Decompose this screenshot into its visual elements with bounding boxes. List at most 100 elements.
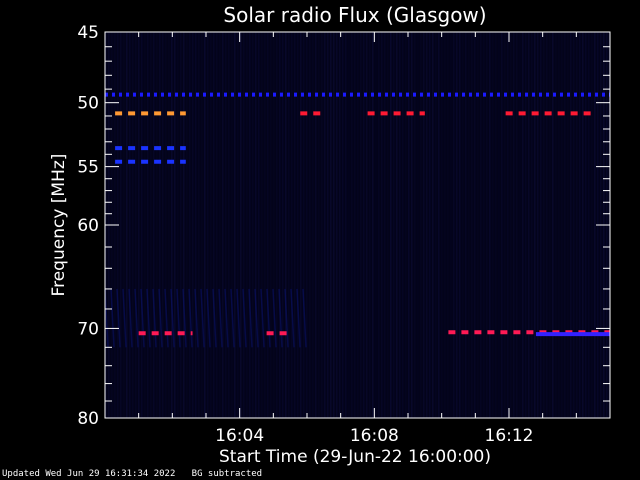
diffuse-emission-mark bbox=[260, 288, 265, 348]
noise-stripe bbox=[282, 32, 284, 418]
noise-stripe bbox=[345, 32, 347, 418]
noise-stripe bbox=[279, 32, 281, 418]
y-tick-label: 50 bbox=[77, 94, 99, 114]
noise-stripe bbox=[336, 32, 338, 418]
noise-stripe bbox=[129, 32, 131, 418]
noise-stripe bbox=[297, 32, 299, 418]
footer-updated: Updated Wed Jun 29 16:31:34 2022 bbox=[2, 469, 176, 479]
noise-stripe bbox=[363, 32, 365, 418]
noise-stripe bbox=[477, 32, 479, 418]
x-tick-label: 16:12 bbox=[485, 426, 534, 446]
x-axis-label: Start Time (29-Jun-22 16:00:00) bbox=[219, 447, 491, 467]
noise-stripe bbox=[267, 32, 269, 418]
noise-stripe bbox=[252, 32, 254, 418]
noise-stripe bbox=[426, 32, 428, 418]
y-axis-ticks: 45 50 55 60 70 80 bbox=[77, 23, 610, 429]
noise-stripe bbox=[492, 32, 494, 418]
noise-stripe bbox=[285, 32, 287, 418]
noise-stripe bbox=[144, 32, 146, 418]
noise-stripe bbox=[324, 32, 326, 418]
noise-stripe bbox=[393, 32, 395, 418]
noise-stripe bbox=[549, 32, 551, 418]
noise-stripe bbox=[357, 32, 359, 418]
noise-stripe bbox=[189, 32, 191, 418]
noise-stripe bbox=[561, 32, 563, 418]
noise-stripe bbox=[255, 32, 257, 418]
noise-stripe bbox=[432, 32, 434, 418]
diffuse-emission-mark bbox=[200, 288, 205, 348]
noise-stripe bbox=[519, 32, 521, 418]
footer-note: BG subtracted bbox=[191, 469, 263, 479]
noise-stripe bbox=[216, 32, 218, 418]
noise-stripe bbox=[456, 32, 458, 418]
noise-stripe bbox=[486, 32, 488, 418]
y-axis-label: Frequency [MHz] bbox=[49, 154, 69, 297]
noise-stripe bbox=[438, 32, 440, 418]
noise-stripe bbox=[141, 32, 143, 418]
noise-stripe bbox=[588, 32, 590, 418]
noise-stripe bbox=[381, 32, 383, 418]
diffuse-emission-mark bbox=[236, 288, 241, 348]
noise-stripe bbox=[366, 32, 368, 418]
noise-stripe bbox=[537, 32, 539, 418]
noise-stripe bbox=[342, 32, 344, 418]
noise-stripe bbox=[510, 32, 512, 418]
noise-stripe bbox=[261, 32, 263, 418]
diffuse-emission-mark bbox=[140, 288, 145, 348]
y-tick-label: 80 bbox=[77, 409, 99, 429]
noise-stripe bbox=[315, 32, 317, 418]
noise-stripe bbox=[471, 32, 473, 418]
diffuse-emission-mark bbox=[122, 288, 127, 348]
emission-bands bbox=[105, 92, 610, 337]
noise-stripe bbox=[453, 32, 455, 418]
noise-stripe bbox=[351, 32, 353, 418]
noise-stripe bbox=[360, 32, 362, 418]
noise-stripe bbox=[135, 32, 137, 418]
noise-stripe bbox=[441, 32, 443, 418]
diffuse-emission-mark bbox=[224, 288, 229, 348]
noise-stripe bbox=[153, 32, 155, 418]
diffuse-emission-mark bbox=[296, 288, 301, 348]
noise-stripe bbox=[450, 32, 452, 418]
noise-stripe bbox=[525, 32, 527, 418]
noise-stripe bbox=[123, 32, 125, 418]
noise-stripe bbox=[489, 32, 491, 418]
noise-stripe bbox=[534, 32, 536, 418]
noise-stripe bbox=[576, 32, 578, 418]
noise-stripe bbox=[210, 32, 212, 418]
noise-stripe bbox=[513, 32, 515, 418]
noise-stripe bbox=[171, 32, 173, 418]
x-tick-label: 16:08 bbox=[350, 426, 399, 446]
noise-stripe bbox=[243, 32, 245, 418]
noise-stripe bbox=[207, 32, 209, 418]
diffuse-emission-mark bbox=[176, 288, 181, 348]
noise-stripe bbox=[246, 32, 248, 418]
noise-stripe bbox=[258, 32, 260, 418]
noise-stripe bbox=[147, 32, 149, 418]
noise-stripe bbox=[372, 32, 374, 418]
diffuse-emission-mark bbox=[146, 288, 151, 348]
noise-stripe bbox=[591, 32, 593, 418]
noise-stripe bbox=[180, 32, 182, 418]
noise-stripe bbox=[375, 32, 377, 418]
diffuse-emission-mark bbox=[194, 288, 199, 348]
noise-stripe bbox=[201, 32, 203, 418]
noise-stripe bbox=[555, 32, 557, 418]
noise-stripe bbox=[423, 32, 425, 418]
noise-stripe bbox=[318, 32, 320, 418]
noise-stripe bbox=[408, 32, 410, 418]
noise-stripe bbox=[273, 32, 275, 418]
noise-stripe bbox=[405, 32, 407, 418]
noise-stripe bbox=[219, 32, 221, 418]
noise-stripe bbox=[225, 32, 227, 418]
noise-stripe bbox=[483, 32, 485, 418]
diffuse-emission-mark bbox=[134, 288, 139, 348]
noise-stripe bbox=[264, 32, 266, 418]
noise-stripe bbox=[474, 32, 476, 418]
noise-stripe bbox=[177, 32, 179, 418]
noise-stripe bbox=[333, 32, 335, 418]
y-tick-label: 45 bbox=[77, 23, 99, 43]
x-tick-label: 16:04 bbox=[215, 426, 264, 446]
noise-stripe bbox=[150, 32, 152, 418]
